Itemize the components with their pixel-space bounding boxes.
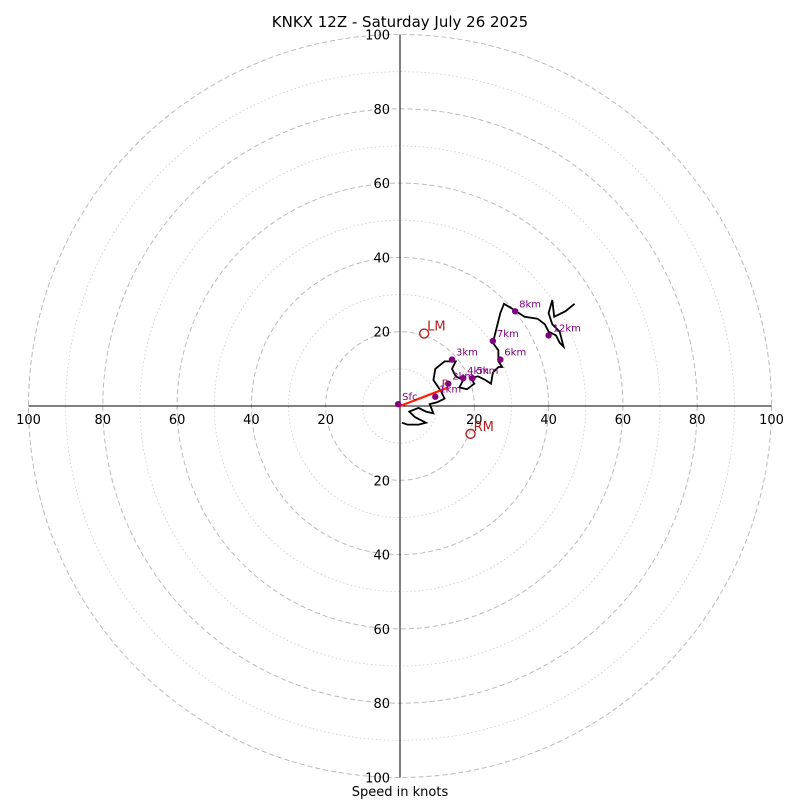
- y-tick-label: 40: [373, 251, 390, 266]
- y-tick-label: 20: [373, 474, 390, 489]
- height-point-sfc: [394, 400, 402, 408]
- mean-wind-vector: [399, 386, 449, 408]
- y-tick-label: 80: [373, 103, 390, 118]
- mean-wind-label: P: [442, 378, 449, 391]
- axis-tick-labels: 20 20 20 20 40 40 40 40 60 60 60 60 80 80 80 80 100 100 10…: [16, 29, 784, 787]
- x-tick-label: 60: [169, 413, 186, 428]
- y-tick-label: 40: [373, 549, 390, 564]
- height-label-1km: 1km: [439, 385, 461, 396]
- x-tick-label: 20: [466, 413, 483, 428]
- storm-motion-lm-label: LM: [427, 320, 445, 335]
- height-points: Sfc1km2km3km4km5km6km7km8km12km: [394, 299, 581, 408]
- y-tick-label: 80: [373, 697, 390, 712]
- x-axis-label: Speed in knots: [352, 785, 449, 800]
- hodograph-trace: [401, 299, 576, 426]
- height-point-7km: [489, 337, 497, 345]
- storm-motion-lm-marker: [418, 328, 430, 339]
- x-tick-label: 80: [95, 413, 112, 428]
- x-tick-label: 40: [540, 413, 557, 428]
- height-point-12km: [545, 332, 552, 339]
- height-point-3km: [448, 356, 456, 363]
- x-tick-label: 40: [243, 413, 260, 428]
- y-tick-label: 60: [373, 623, 390, 638]
- height-point-8km: [511, 308, 519, 315]
- y-tick-label: 100: [365, 29, 390, 44]
- height-label-6km: 6km: [504, 348, 526, 359]
- y-tick-label: 100: [365, 772, 390, 787]
- storm-motion-markers: LM RM: [418, 320, 494, 440]
- x-tick-label: 100: [16, 413, 41, 428]
- height-point-5km: [469, 374, 476, 382]
- chart-title: KNKX 12Z - Saturday July 26 2025: [272, 13, 528, 31]
- storm-motion-rm-label: RM: [474, 420, 494, 435]
- height-point-1km: [432, 393, 439, 400]
- y-tick-label: 20: [373, 326, 390, 341]
- height-label-5km: 5km: [476, 366, 498, 377]
- storm-motion-rm-marker: [465, 428, 476, 440]
- height-label-sfc: Sfc: [402, 392, 417, 403]
- height-label-4km: 4km: [467, 366, 489, 377]
- height-point-4km: [459, 374, 467, 382]
- x-tick-label: 20: [317, 413, 334, 428]
- height-label-12km: 12km: [553, 323, 581, 334]
- height-label-3km: 3km: [456, 348, 478, 359]
- x-tick-label: 60: [615, 413, 632, 428]
- x-tick-label: 100: [759, 413, 784, 428]
- height-label-8km: 8km: [519, 299, 541, 310]
- height-label-7km: 7km: [497, 329, 519, 340]
- height-point-6km: [497, 356, 504, 363]
- height-point-2km: [445, 380, 452, 387]
- x-tick-label: 80: [689, 413, 706, 428]
- y-tick-label: 60: [373, 177, 390, 192]
